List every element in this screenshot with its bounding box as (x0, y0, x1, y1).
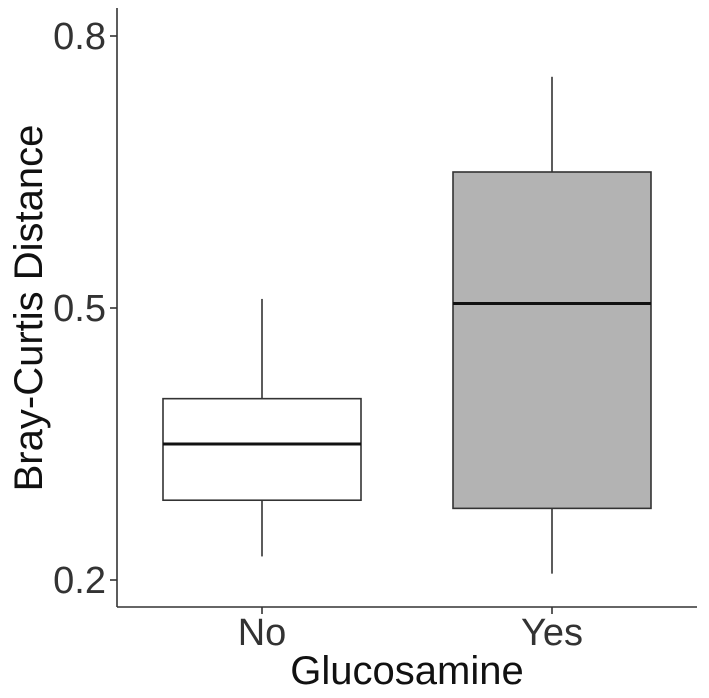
y-tick-label-1: 0.5 (53, 288, 106, 330)
interquartile-box (452, 171, 652, 510)
interquartile-box (162, 397, 362, 502)
y-tick-label-0: 0.2 (53, 560, 106, 602)
x-axis-ticks: No Yes (238, 607, 583, 654)
box-yes (452, 76, 652, 574)
x-tick-label-1: Yes (521, 612, 583, 654)
box-no (162, 298, 362, 557)
x-tick-label-0: No (238, 612, 287, 654)
y-tick-label-2: 0.8 (53, 16, 106, 58)
x-axis-title: Glucosamine (290, 649, 523, 693)
y-axis-ticks: 0.2 0.5 0.8 (53, 16, 117, 602)
y-axis-title: Bray-Curtis Distance (7, 125, 51, 492)
boxes-layer (162, 76, 652, 574)
